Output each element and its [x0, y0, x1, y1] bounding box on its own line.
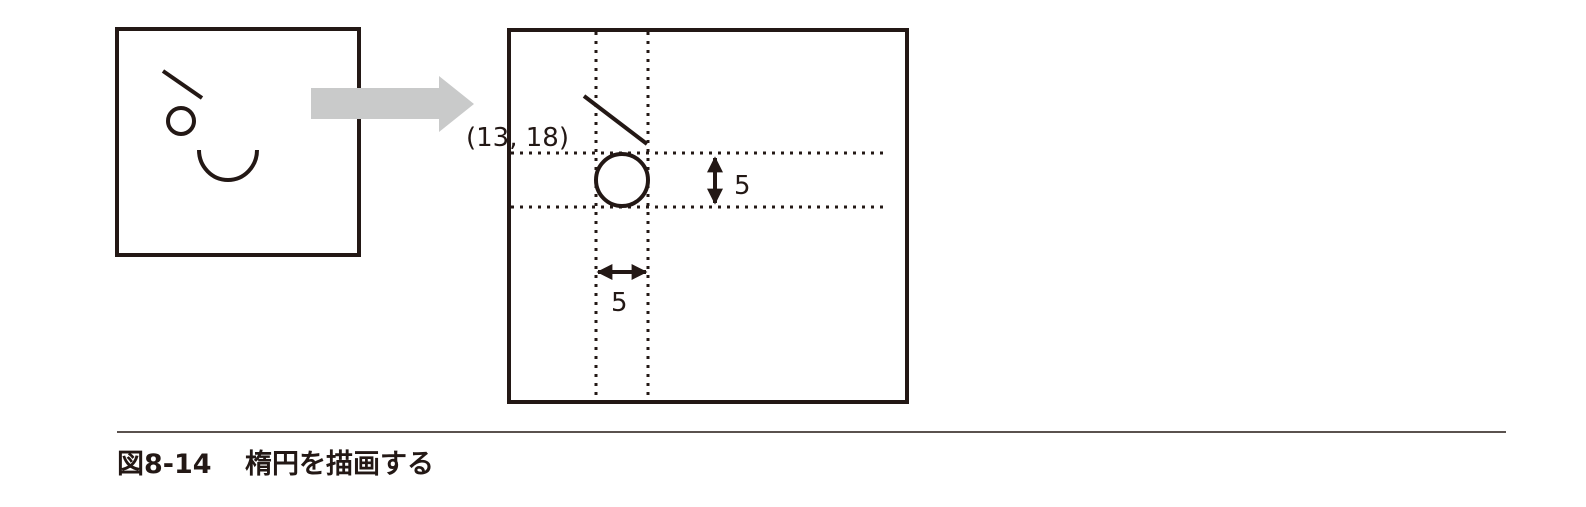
source-panel-frame	[115, 27, 361, 257]
width-dimension-label: 5	[611, 288, 628, 318]
caption-title: 楕円を描画する	[245, 449, 434, 480]
source-mouth	[197, 149, 259, 182]
caption-number: 図8-14	[117, 449, 212, 480]
detail-panel: (13, 18) 5 5	[466, 28, 909, 404]
height-dimension-label: 5	[734, 171, 751, 201]
detail-panel-frame	[507, 28, 909, 404]
source-eye	[166, 106, 196, 136]
source-face-panel	[115, 27, 361, 257]
coordinate-label: (13, 18)	[466, 123, 569, 153]
transition-arrow	[311, 76, 474, 132]
detail-eye-circle	[594, 152, 650, 208]
source-eyebrow	[161, 69, 204, 100]
detail-eyebrow	[582, 94, 649, 146]
